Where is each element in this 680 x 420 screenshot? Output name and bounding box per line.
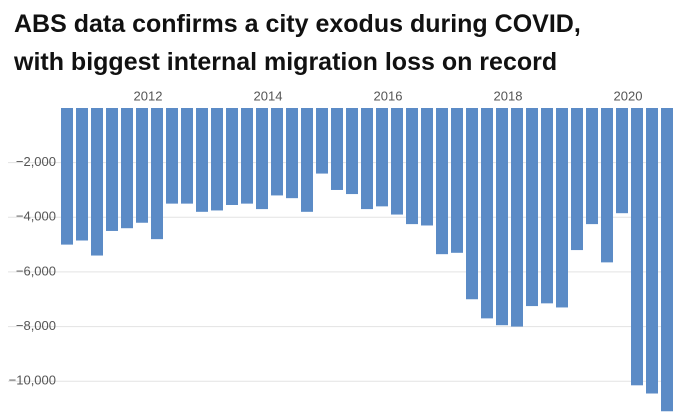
bar	[571, 108, 583, 251]
x-tick-label: 2014	[254, 88, 283, 103]
bar	[496, 108, 508, 326]
bar	[376, 108, 388, 207]
bar	[241, 108, 253, 204]
x-tick-label: 2018	[494, 88, 523, 103]
bar	[61, 108, 73, 245]
bar	[556, 108, 568, 308]
bar	[91, 108, 103, 256]
bar	[76, 108, 88, 241]
bar	[631, 108, 643, 386]
bar	[511, 108, 523, 327]
x-tick-label: 2020	[614, 88, 643, 103]
bar	[451, 108, 463, 253]
bar	[661, 108, 673, 412]
x-tick-label: 2012	[134, 88, 163, 103]
bar	[301, 108, 313, 212]
bar	[121, 108, 133, 229]
bar	[331, 108, 343, 190]
bar	[391, 108, 403, 215]
bar	[106, 108, 118, 231]
bar	[166, 108, 178, 204]
bar	[646, 108, 658, 394]
chart-title: ABS data confirms a city exodus during C…	[14, 10, 581, 38]
y-tick-label: −6,000	[16, 263, 56, 278]
chart-title: with biggest internal migration loss on …	[13, 48, 557, 76]
bar	[346, 108, 358, 195]
bar	[256, 108, 268, 210]
bar	[361, 108, 373, 210]
bar	[541, 108, 553, 304]
bar	[616, 108, 628, 214]
bar	[136, 108, 148, 223]
bar	[526, 108, 538, 307]
bar	[211, 108, 223, 211]
bar	[271, 108, 283, 196]
bar	[181, 108, 193, 204]
bar	[466, 108, 478, 300]
y-tick-label: −8,000	[16, 318, 56, 333]
y-tick-label: −10,000	[9, 373, 56, 388]
bar	[316, 108, 328, 174]
y-tick-label: −4,000	[16, 209, 56, 224]
bar	[586, 108, 598, 225]
bar	[226, 108, 238, 205]
bar	[601, 108, 613, 263]
bar	[151, 108, 163, 240]
bar	[481, 108, 493, 319]
bar	[406, 108, 418, 225]
y-tick-label: −2,000	[16, 154, 56, 169]
bar	[421, 108, 433, 226]
x-tick-label: 2016	[374, 88, 403, 103]
bar	[196, 108, 208, 212]
bar	[436, 108, 448, 255]
bar	[286, 108, 298, 199]
